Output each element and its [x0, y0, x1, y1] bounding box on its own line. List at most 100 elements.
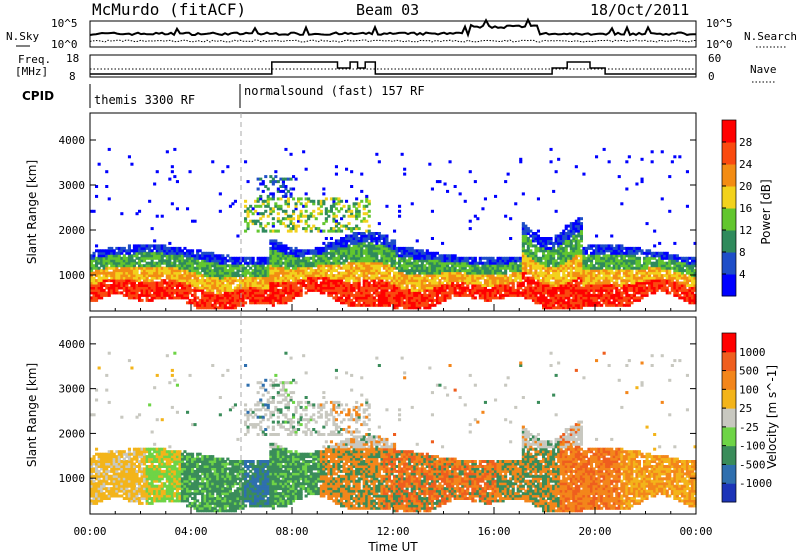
power-cell	[294, 256, 298, 260]
power-cell	[536, 288, 540, 292]
power-cell	[143, 249, 147, 253]
power-cell	[286, 293, 290, 297]
power-cell	[564, 224, 568, 228]
power-cell	[385, 241, 389, 245]
power-cell	[178, 256, 182, 260]
power-cell	[521, 229, 525, 233]
power-cell	[559, 291, 563, 295]
power-cell	[221, 261, 225, 265]
power-cell	[120, 246, 124, 250]
power-cell	[567, 274, 571, 278]
power-cell	[107, 259, 111, 263]
power-cell	[473, 180, 477, 184]
power-cell	[582, 246, 586, 250]
power-cell	[579, 269, 583, 273]
power-cell	[435, 259, 439, 263]
power-cell	[478, 256, 482, 260]
power-cell	[251, 261, 255, 265]
power-cell	[269, 259, 273, 263]
power-cell	[488, 296, 492, 300]
power-cell	[231, 296, 235, 300]
power-cell	[173, 259, 177, 263]
power-cell	[329, 256, 333, 260]
power-cell	[180, 261, 184, 265]
power-cell	[592, 293, 596, 297]
power-cell	[105, 259, 109, 263]
power-cell	[587, 284, 591, 287]
power-cell	[228, 266, 232, 270]
power-cell	[135, 266, 139, 270]
power-cell	[309, 199, 313, 203]
power-cell	[355, 303, 359, 307]
power-cell	[387, 249, 391, 253]
power-cell	[365, 212, 369, 216]
power-cell	[562, 286, 566, 290]
power-cell	[292, 296, 296, 300]
power-cell	[160, 281, 164, 285]
power-cell	[483, 279, 487, 283]
power-cell	[400, 301, 404, 305]
power-cell	[559, 281, 563, 285]
power-cell	[473, 281, 477, 285]
power-cell	[461, 279, 465, 283]
power-cell	[554, 241, 558, 245]
power-cell	[213, 259, 217, 263]
power-cell	[367, 249, 371, 253]
power-cell	[403, 249, 407, 253]
power-cell	[256, 293, 260, 297]
power-cell	[365, 244, 369, 248]
power-cell	[451, 281, 455, 285]
power-cell	[526, 293, 530, 297]
power-cell	[312, 276, 316, 280]
power-cell	[90, 269, 94, 273]
power-cell	[175, 269, 179, 273]
power-cell	[125, 288, 129, 292]
power-cell	[249, 291, 253, 295]
power-cell	[345, 269, 349, 273]
power-cell	[433, 269, 437, 273]
power-cell	[188, 276, 192, 280]
power-cell	[347, 207, 351, 211]
power-cell	[564, 306, 568, 310]
power-cell	[117, 259, 121, 263]
power-cell	[567, 261, 571, 265]
power-cell	[153, 254, 157, 258]
power-cell	[350, 264, 354, 268]
power-cell	[241, 274, 245, 278]
power-cell	[153, 264, 157, 268]
power-cell	[127, 254, 131, 258]
power-cell	[387, 286, 391, 290]
power-cell	[435, 296, 439, 300]
power-cell	[350, 271, 354, 275]
power-cell	[345, 274, 349, 278]
power-cell	[117, 291, 121, 295]
power-cell	[602, 296, 606, 300]
power-cell	[357, 246, 361, 250]
power-cell	[206, 256, 210, 260]
power-cell	[322, 251, 326, 255]
power-cell	[168, 284, 172, 287]
power-cell	[365, 259, 369, 263]
power-cell	[274, 288, 278, 292]
power-cell	[415, 296, 419, 300]
power-cell	[352, 261, 356, 265]
power-cell	[281, 254, 285, 258]
power-cell	[521, 284, 525, 287]
power-cell	[352, 241, 356, 245]
power-cell	[337, 202, 341, 206]
power-cell	[393, 306, 397, 310]
power-cell	[239, 298, 243, 302]
power-cell	[544, 254, 548, 258]
power-cell	[471, 291, 475, 295]
power-cell	[132, 249, 136, 253]
power-cell	[112, 254, 116, 258]
power-cell	[526, 251, 530, 255]
power-cell	[418, 284, 422, 287]
power-cell	[345, 251, 349, 255]
power-cell	[233, 286, 237, 290]
power-cell	[420, 296, 424, 300]
power-cell	[175, 271, 179, 275]
power-cell	[261, 199, 265, 203]
power-cell	[385, 293, 389, 297]
